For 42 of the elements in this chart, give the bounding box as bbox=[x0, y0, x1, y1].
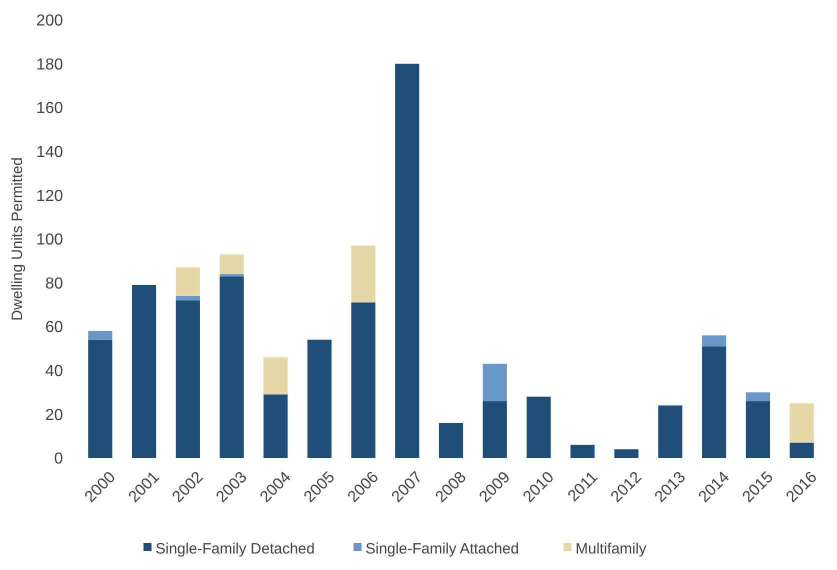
bar bbox=[351, 246, 376, 303]
y-tick-label: 60 bbox=[45, 319, 64, 336]
bar bbox=[220, 276, 244, 458]
y-tick-label: 80 bbox=[45, 275, 64, 292]
y-tick-label: 20 bbox=[45, 406, 64, 424]
bar bbox=[746, 392, 770, 402]
y-tick-label: 0 bbox=[54, 450, 64, 468]
bar bbox=[264, 394, 288, 458]
bar bbox=[790, 403, 814, 443]
bar bbox=[570, 444, 595, 458]
bar bbox=[790, 442, 814, 458]
bar bbox=[264, 357, 288, 394]
legend-label: Single-Family Detached bbox=[156, 540, 315, 558]
bar bbox=[702, 335, 726, 346]
y-tick-label: 140 bbox=[36, 144, 64, 161]
bar bbox=[88, 330, 112, 340]
bar bbox=[658, 405, 682, 458]
legend-label: Single-Family Attached bbox=[366, 540, 519, 558]
bar bbox=[482, 364, 507, 402]
bar bbox=[702, 346, 726, 458]
bar bbox=[307, 340, 332, 458]
legend-label: Multifamily bbox=[576, 540, 647, 558]
y-tick-label: 160 bbox=[36, 100, 64, 118]
y-axis-title: Dwelling Units Permitted bbox=[9, 157, 26, 321]
y-tick-label: 180 bbox=[36, 56, 64, 74]
bar bbox=[176, 267, 200, 296]
bar bbox=[88, 340, 112, 458]
bar bbox=[526, 396, 551, 458]
bar bbox=[176, 300, 200, 458]
bar bbox=[746, 401, 770, 458]
bar bbox=[614, 449, 638, 458]
bar bbox=[438, 422, 464, 458]
y-tick-label: 40 bbox=[45, 363, 64, 380]
bar bbox=[351, 302, 376, 458]
y-tick-label: 100 bbox=[36, 232, 64, 249]
bar bbox=[482, 401, 507, 458]
y-tick-label: 200 bbox=[36, 12, 64, 30]
bar bbox=[220, 254, 244, 274]
bar bbox=[395, 64, 420, 458]
bar bbox=[176, 296, 200, 300]
bar bbox=[132, 284, 156, 458]
y-tick-label: 120 bbox=[36, 188, 64, 205]
